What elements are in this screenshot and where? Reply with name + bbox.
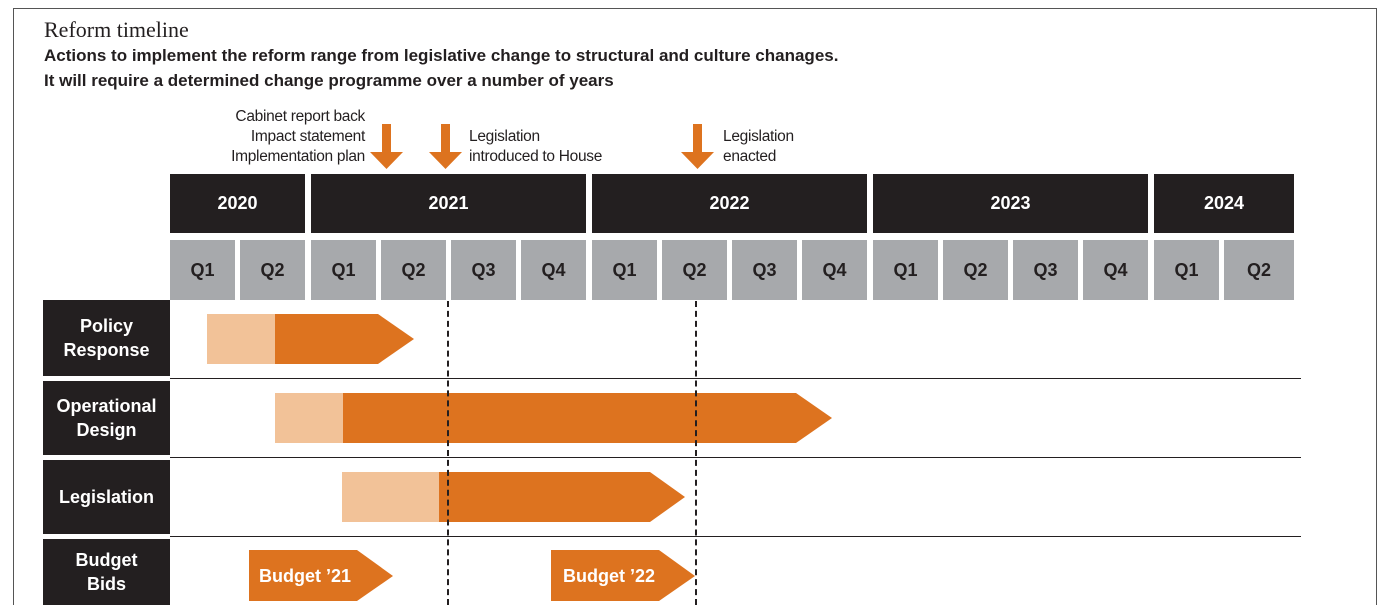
operational-design-bar (343, 393, 832, 443)
budget-22-label: Budget ’22 (563, 566, 655, 587)
policy-response-planning-segment (207, 314, 276, 364)
milestone-line-enacted (695, 301, 697, 605)
operational-design-planning-segment (275, 393, 344, 443)
milestone-line-introduced (447, 301, 449, 605)
policy-response-bar (275, 314, 414, 364)
budget-21-label: Budget ’21 (259, 566, 351, 587)
legislation-planning-segment (342, 472, 440, 522)
legislation-bar (439, 472, 685, 522)
timeline-bars (0, 0, 1382, 605)
